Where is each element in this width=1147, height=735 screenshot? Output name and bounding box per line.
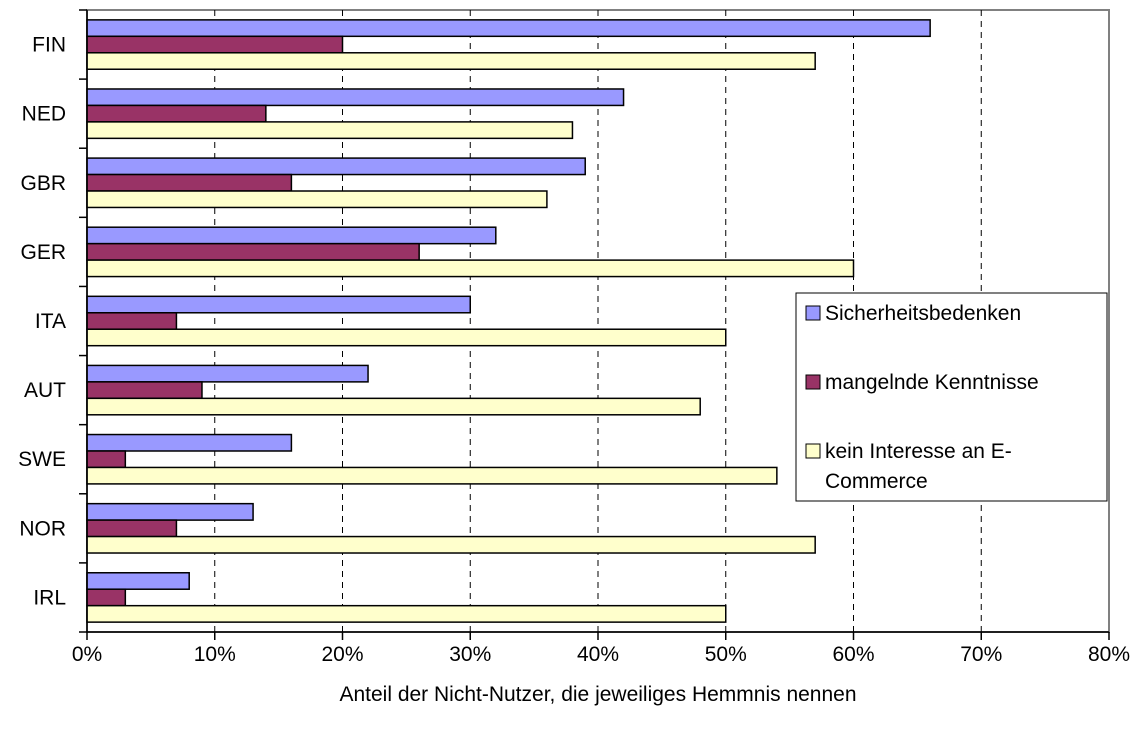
bar-gbr-mangelnde-kenntnisse [86, 173, 293, 192]
x-tick-label-2: 20% [321, 643, 363, 666]
x-tick-label-8: 80% [1088, 643, 1130, 666]
bar-ita-sicherheitsbedenken [86, 295, 471, 314]
bar-ita-kein-interesse-an-e-commerce [86, 328, 727, 347]
bar-ger-mangelnde-kenntnisse [86, 242, 420, 261]
bar-aut-mangelnde-kenntnisse [86, 381, 203, 400]
bar-fin-kein-interesse-an-e-commerce [86, 52, 816, 70]
bar-nor-mangelnde-kenntnisse [86, 519, 178, 538]
category-label-irl: IRL [33, 586, 66, 609]
bar-fin-mangelnde-kenntnisse [86, 35, 344, 54]
legend-swatch-mangelnde-kenntnisse [805, 374, 821, 390]
category-label-nor: NOR [19, 517, 66, 540]
x-tick-label-5: 50% [705, 643, 747, 666]
legend-label-kein-interesse-line2: Commerce [825, 470, 928, 493]
legend-swatch-sicherheitsbedenken [805, 305, 821, 321]
x-tick-label-6: 60% [832, 643, 874, 666]
category-label-ita: ITA [35, 310, 66, 333]
category-label-ger: GER [20, 241, 66, 264]
x-tick-label-0: 0% [72, 643, 102, 666]
bar-swe-sicherheitsbedenken [86, 433, 293, 452]
category-label-aut: AUT [24, 379, 66, 402]
x-tick-label-3: 30% [449, 643, 491, 666]
bar-fin-sicherheitsbedenken [86, 19, 931, 38]
axes: 0% 10% 20% 30% 40% 50% 60% 70% 80% FIN NED GBR GER IT… [18, 9, 1130, 666]
x-axis-title: Anteil der Nicht-Nutzer, die jeweiliges … [339, 683, 856, 706]
x-tick-label-1: 10% [194, 643, 236, 666]
bar-irl-sicherheitsbedenken [86, 572, 190, 590]
legend-label-kein-interesse-line1: kein Interesse an E- [825, 440, 1012, 463]
bar-ger-sicherheitsbedenken [86, 226, 497, 245]
bars [86, 19, 931, 623]
legend-box [795, 292, 1108, 502]
bar-swe-kein-interesse-an-e-commerce [86, 466, 778, 485]
bar-swe-mangelnde-kenntnisse [86, 450, 127, 469]
bar-ned-kein-interesse-an-e-commerce [86, 121, 574, 140]
legend-label-mangelnde-kenntnisse: mangelnde Kenntnisse [825, 371, 1039, 394]
bar-aut-kein-interesse-an-e-commerce [86, 397, 701, 416]
bar-aut-sicherheitsbedenken [86, 364, 369, 383]
bar-gbr-kein-interesse-an-e-commerce [86, 190, 548, 209]
legend-swatch-kein-interesse [805, 443, 821, 459]
legend: Sicherheitsbedenken mangelnde Kenntnisse… [795, 292, 1108, 502]
bar-ger-kein-interesse-an-e-commerce [86, 259, 855, 278]
category-label-swe: SWE [18, 448, 66, 471]
bar-ita-mangelnde-kenntnisse [86, 312, 178, 330]
bar-irl-kein-interesse-an-e-commerce [86, 604, 727, 623]
bar-nor-kein-interesse-an-e-commerce [86, 535, 816, 554]
category-label-fin: FIN [32, 34, 66, 57]
category-label-ned: NED [22, 103, 66, 126]
legend-label-sicherheitsbedenken: Sicherheitsbedenken [825, 302, 1021, 325]
bar-nor-sicherheitsbedenken [86, 502, 254, 521]
x-tick-label-4: 40% [577, 643, 619, 666]
bar-irl-mangelnde-kenntnisse [86, 588, 127, 607]
bar-gbr-sicherheitsbedenken [86, 157, 586, 176]
x-tick-label-7: 70% [960, 643, 1002, 666]
category-label-gbr: GBR [20, 172, 66, 195]
bar-ned-mangelnde-kenntnisse [86, 104, 267, 123]
bar-ned-sicherheitsbedenken [86, 88, 625, 107]
